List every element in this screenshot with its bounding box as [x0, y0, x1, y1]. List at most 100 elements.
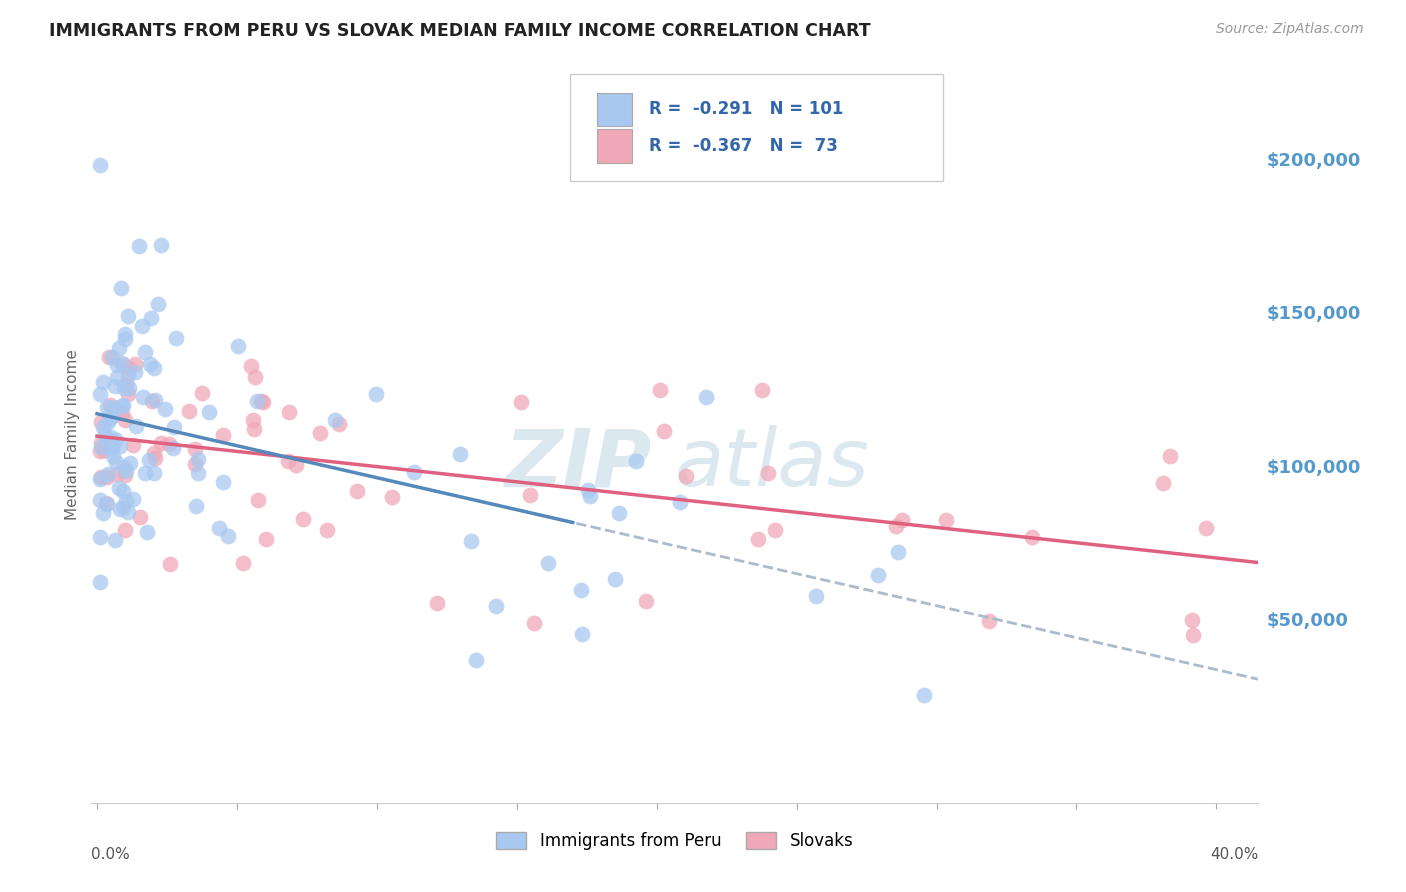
Point	[149, 436, 172, 450]
Point	[607, 506, 630, 520]
Point	[212, 428, 235, 442]
Point	[402, 465, 425, 479]
Point	[149, 237, 172, 252]
Point	[114, 523, 136, 537]
Point	[112, 500, 135, 514]
Point	[98, 411, 121, 425]
Point	[250, 393, 273, 408]
Point	[571, 627, 593, 641]
Point	[217, 528, 239, 542]
Point	[636, 593, 658, 607]
Point	[136, 525, 159, 540]
Point	[111, 358, 134, 372]
Point	[198, 405, 221, 419]
FancyBboxPatch shape	[596, 93, 631, 126]
Point	[977, 615, 1000, 629]
Point	[89, 387, 111, 401]
Text: 40.0%: 40.0%	[1211, 847, 1258, 862]
Point	[208, 521, 231, 535]
Point	[111, 398, 134, 412]
Point	[285, 458, 308, 472]
Point	[381, 490, 404, 504]
Point	[114, 332, 136, 346]
Y-axis label: Median Family Income: Median Family Income	[65, 350, 80, 520]
Point	[179, 404, 201, 418]
Point	[111, 400, 134, 414]
Point	[328, 417, 350, 432]
Point	[128, 238, 150, 252]
Point	[1021, 530, 1043, 544]
Point	[89, 158, 111, 172]
Point	[108, 341, 131, 355]
Point	[187, 466, 209, 480]
Point	[117, 387, 139, 401]
Point	[142, 360, 165, 375]
Point	[747, 532, 769, 546]
FancyBboxPatch shape	[569, 74, 943, 181]
Point	[131, 319, 153, 334]
Point	[148, 297, 170, 311]
Point	[866, 567, 889, 582]
Point	[143, 450, 166, 465]
Point	[806, 589, 828, 603]
Point	[519, 488, 541, 502]
Point	[112, 459, 135, 474]
Point	[100, 439, 122, 453]
Point	[366, 386, 388, 401]
Point	[211, 475, 233, 489]
Point	[103, 449, 125, 463]
Point	[184, 442, 207, 456]
Point	[89, 492, 111, 507]
Point	[108, 502, 131, 516]
Point	[101, 409, 124, 423]
Point	[650, 384, 672, 398]
Point	[120, 456, 142, 470]
Point	[89, 574, 111, 589]
Text: R =  -0.291   N = 101: R = -0.291 N = 101	[650, 100, 844, 119]
Point	[912, 689, 935, 703]
Point	[110, 280, 132, 294]
Point	[763, 523, 786, 537]
Text: 0.0%: 0.0%	[91, 847, 131, 862]
Point	[143, 446, 166, 460]
Point	[1152, 476, 1174, 491]
Point	[675, 468, 697, 483]
Point	[138, 453, 160, 467]
Point	[935, 512, 957, 526]
Text: Source: ZipAtlas.com: Source: ZipAtlas.com	[1216, 22, 1364, 37]
Point	[105, 467, 128, 481]
Point	[460, 534, 482, 549]
Point	[91, 420, 114, 434]
Point	[157, 437, 180, 451]
Point	[256, 532, 278, 546]
Point	[98, 350, 121, 364]
Point	[101, 442, 124, 456]
Point	[886, 519, 908, 533]
Point	[114, 376, 136, 391]
Point	[89, 444, 111, 458]
Text: ZIP: ZIP	[505, 425, 651, 503]
Point	[91, 375, 114, 389]
Point	[111, 406, 134, 420]
Point	[112, 381, 135, 395]
Point	[114, 327, 136, 342]
Point	[669, 495, 692, 509]
Point	[191, 386, 214, 401]
Point	[114, 413, 136, 427]
Point	[891, 513, 914, 527]
Point	[652, 424, 675, 438]
Point	[1195, 521, 1218, 535]
Point	[112, 484, 135, 499]
Point	[155, 401, 177, 416]
Point	[96, 400, 118, 414]
Point	[143, 392, 166, 407]
Point	[316, 523, 339, 537]
Point	[141, 393, 163, 408]
Point	[94, 427, 117, 442]
Point	[523, 615, 546, 630]
Point	[108, 481, 131, 495]
Point	[239, 359, 262, 373]
Point	[117, 368, 139, 383]
Point	[90, 435, 112, 450]
Point	[101, 350, 124, 364]
